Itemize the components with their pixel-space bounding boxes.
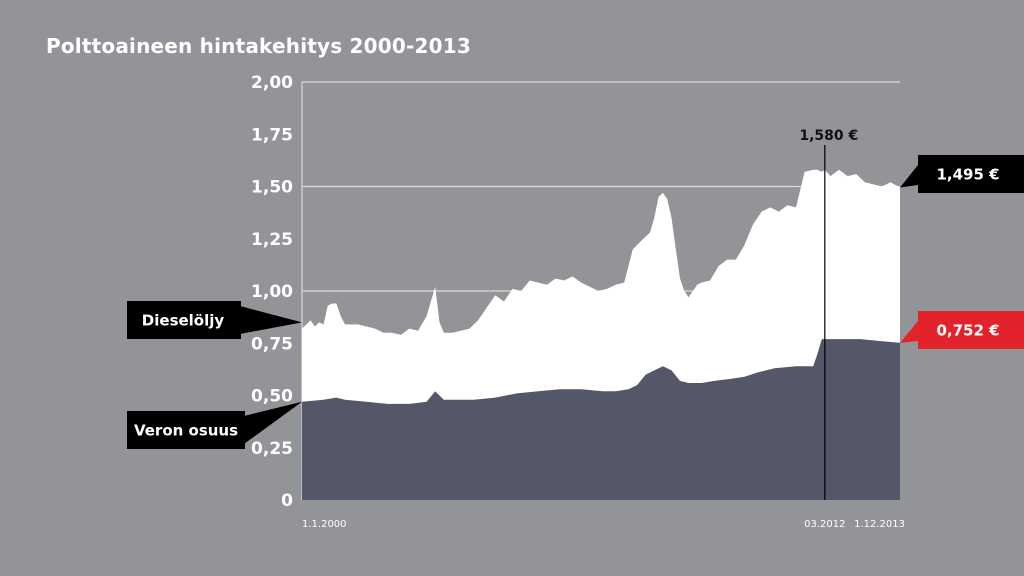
callout-diesel-legend-text: Dieselöljy bbox=[142, 312, 225, 330]
callout-tax-end-pointer bbox=[900, 321, 918, 343]
callout-diesel-legend-box bbox=[127, 301, 241, 339]
y-tick-label: 1,25 bbox=[251, 230, 293, 250]
x-tick-label: 1.12.2013 bbox=[854, 519, 905, 530]
callout-diesel-end-box bbox=[918, 155, 1024, 193]
callout-tax-legend: Veron osuus bbox=[127, 401, 302, 449]
y-tick-label: 1,75 bbox=[251, 125, 293, 145]
y-tick-label: 0 bbox=[281, 491, 293, 511]
y-tick-label: 1,00 bbox=[251, 282, 293, 302]
callout-diesel-end-pointer bbox=[900, 165, 918, 188]
callout-diesel-end-text: 1,495 € bbox=[936, 166, 999, 184]
x-tick-label: 03.2012 bbox=[804, 519, 845, 530]
callout-diesel-legend-pointer bbox=[240, 306, 302, 334]
callout-tax-legend-text: Veron osuus bbox=[134, 422, 238, 440]
series-area-tax bbox=[302, 339, 900, 500]
y-tick-label: 1,50 bbox=[251, 178, 293, 198]
x-tick-label: 1.1.2000 bbox=[302, 519, 347, 530]
callout-tax-end-box bbox=[918, 311, 1024, 349]
callout-tax-end: 0,752 € bbox=[900, 311, 1024, 349]
callouts: 1,495 € 0,752 € Dieselöljy Veron osuus bbox=[127, 155, 1024, 449]
y-axis-ticks: 0 0,25 0,50 0,75 1,00 1,25 1,50 1,75 2,00 bbox=[251, 73, 293, 511]
area-series bbox=[302, 169, 900, 501]
callout-diesel-legend: Dieselöljy bbox=[127, 301, 302, 339]
callout-tax-legend-box bbox=[127, 411, 245, 449]
callout-tax-end-text: 0,752 € bbox=[936, 322, 999, 340]
y-tick-label: 0,25 bbox=[251, 439, 293, 459]
chart-title: Polttoaineen hintakehitys 2000-2013 bbox=[46, 34, 471, 58]
y-tick-label: 0,50 bbox=[251, 387, 293, 407]
peak-marker: 1,580 € bbox=[799, 128, 858, 500]
peak-label: 1,580 € bbox=[799, 128, 858, 144]
y-tick-label: 0,75 bbox=[251, 334, 293, 354]
callout-tax-legend-pointer bbox=[244, 401, 302, 444]
y-tick-label: 2,00 bbox=[251, 73, 293, 93]
x-axis-ticks: 1.1.2000 03.2012 1.12.2013 bbox=[302, 519, 905, 530]
callout-diesel-end: 1,495 € bbox=[900, 155, 1024, 193]
